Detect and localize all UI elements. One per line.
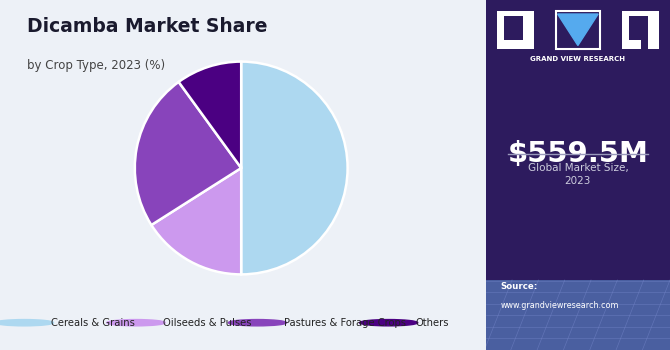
- Text: Others: Others: [415, 318, 449, 328]
- Wedge shape: [151, 168, 241, 274]
- Wedge shape: [241, 62, 348, 274]
- Bar: [630, 16, 648, 40]
- Bar: [556, 10, 600, 49]
- Wedge shape: [179, 62, 241, 168]
- Bar: [641, 33, 648, 49]
- Bar: [497, 10, 533, 49]
- Text: Global Market Size,
2023: Global Market Size, 2023: [527, 163, 628, 186]
- Text: Pastures & Forage Crops: Pastures & Forage Crops: [284, 318, 406, 328]
- Text: Source:: Source:: [500, 282, 538, 291]
- Wedge shape: [135, 82, 241, 225]
- Polygon shape: [557, 14, 598, 46]
- Bar: [505, 16, 523, 40]
- Text: GRAND VIEW RESEARCH: GRAND VIEW RESEARCH: [531, 56, 625, 62]
- Text: by Crop Type, 2023 (%): by Crop Type, 2023 (%): [27, 60, 165, 72]
- Circle shape: [107, 320, 165, 326]
- Text: $559.5M: $559.5M: [507, 140, 649, 168]
- Circle shape: [228, 320, 287, 326]
- Text: Dicamba Market Share: Dicamba Market Share: [27, 18, 267, 36]
- Circle shape: [0, 320, 54, 326]
- Bar: [622, 10, 659, 49]
- Text: Oilseeds & Pulses: Oilseeds & Pulses: [163, 318, 251, 328]
- Bar: [486, 280, 670, 350]
- Bar: [510, 19, 523, 30]
- Circle shape: [359, 320, 418, 326]
- Text: Cereals & Grains: Cereals & Grains: [51, 318, 135, 328]
- Text: www.grandviewresearch.com: www.grandviewresearch.com: [500, 301, 619, 310]
